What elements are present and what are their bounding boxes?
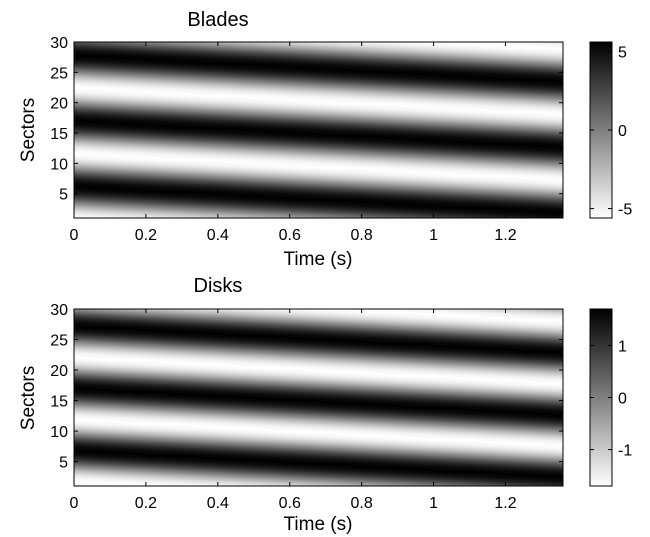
panel-blades: Blades 0 0.2 0.4 0.6 0.8 1 1.2 5 10 15 20 25 30 Time… [18, 9, 632, 270]
x-tick-label: 0.8 [351, 227, 373, 244]
colorbar-tick-label: 5 [618, 44, 627, 61]
plot-frame [73, 41, 564, 219]
axes-blades: 0 0.2 0.4 0.6 0.8 1 1.2 5 10 15 20 25 30 [50, 35, 564, 244]
heatmap-field [74, 309, 563, 486]
x-tick-label: 0.2 [135, 227, 157, 244]
x-axis-label: Time (s) [284, 249, 353, 270]
y-tick-label: 15 [50, 394, 68, 411]
heatmap-field [74, 42, 563, 218]
y-tick-label: 5 [59, 455, 68, 472]
colorbar-tick-label: 0 [618, 391, 627, 408]
y-tick-label: 15 [50, 126, 68, 143]
x-tick-label: 0 [70, 227, 79, 244]
colorbar-tick-label: 0 [618, 123, 627, 140]
y-axis-label: Sectors [18, 98, 39, 162]
x-tick-label: 0.4 [207, 495, 229, 512]
x-tick-label: 0.2 [135, 495, 157, 512]
x-tick-label: 0.6 [279, 227, 301, 244]
axes-disks: 0 0.2 0.4 0.6 0.8 1 1.2 5 10 15 20 25 30 [50, 302, 564, 512]
x-tick-label: 0.4 [207, 227, 229, 244]
y-tick-label: 10 [50, 424, 68, 441]
heatmap-disks [74, 309, 563, 486]
y-tick-label: 20 [50, 96, 68, 113]
colorbar-tick-label: -5 [618, 202, 632, 219]
x-tick-label: 1.2 [494, 227, 516, 244]
heatmap-blades [74, 42, 563, 218]
y-tick-label: 20 [50, 363, 68, 380]
x-tick-label: 1 [429, 495, 438, 512]
y-tick-label: 5 [59, 187, 68, 204]
x-axis-label: Time (s) [284, 514, 353, 535]
plot-frame [73, 308, 564, 487]
colorbar-tick-label: 1 [618, 338, 627, 355]
y-tick-label: 25 [50, 333, 68, 350]
x-tick-label: 0.8 [351, 495, 373, 512]
colorbar-tick-label: -1 [618, 443, 632, 460]
x-tick-label: 1.2 [494, 495, 516, 512]
y-tick-label: 25 [50, 65, 68, 82]
colorbar-disks: -1 0 1 [589, 308, 632, 487]
y-tick-label: 30 [50, 35, 68, 52]
x-tick-label: 0.6 [279, 495, 301, 512]
x-tick-label: 1 [429, 227, 438, 244]
y-axis-label: Sectors [18, 366, 39, 430]
colorbar-blades: -5 0 5 [589, 41, 632, 219]
y-tick-label: 10 [50, 156, 68, 173]
chart-title: Blades [187, 9, 248, 31]
chart-title: Disks [194, 275, 243, 297]
y-tick-label: 30 [50, 302, 68, 319]
x-tick-label: 0 [70, 495, 79, 512]
